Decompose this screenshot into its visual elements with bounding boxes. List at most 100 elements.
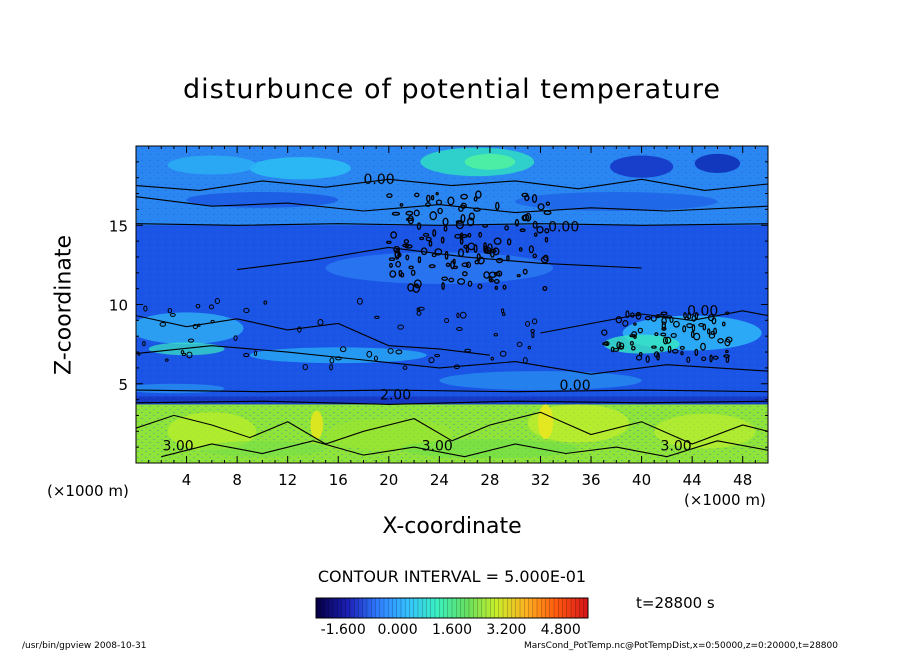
convective-cell xyxy=(532,253,538,259)
colorbar-segment xyxy=(575,598,580,618)
convective-cell xyxy=(394,250,400,260)
contour-interval-label: CONTOUR INTERVAL = 5.000E-01 xyxy=(317,567,587,586)
colorbar-segment xyxy=(545,598,551,618)
convective-cell xyxy=(544,228,550,234)
convective-cell xyxy=(713,327,717,335)
colorbar-segment xyxy=(447,598,453,618)
convective-cell xyxy=(440,236,445,244)
convective-cell xyxy=(544,236,549,243)
convective-cell xyxy=(192,323,198,330)
contour-label: 2.00 xyxy=(380,388,411,404)
convective-cell xyxy=(459,204,466,209)
field-blob xyxy=(610,155,674,178)
y-tick-label: 15 xyxy=(109,217,128,235)
convective-cell xyxy=(492,247,500,256)
colorbar-segment xyxy=(371,598,376,618)
convective-cell xyxy=(445,262,451,267)
colorbar-segment xyxy=(405,598,410,618)
convective-cell xyxy=(373,355,378,361)
colorbar-segment xyxy=(494,598,500,618)
convective-cell xyxy=(635,312,641,317)
convective-cell xyxy=(527,345,532,350)
convective-cell xyxy=(683,312,687,319)
convective-cell xyxy=(659,346,664,352)
convective-cell xyxy=(195,303,201,309)
colorbar-segment xyxy=(562,598,568,618)
convective-cell xyxy=(502,284,507,290)
convective-cell xyxy=(143,305,148,312)
convective-cell xyxy=(459,232,464,241)
convective-cell xyxy=(425,202,431,207)
contour-label: 0.00 xyxy=(548,220,579,236)
convective-cell xyxy=(625,310,630,319)
convective-cell xyxy=(456,326,463,331)
convective-cell xyxy=(637,327,643,334)
convective-cell xyxy=(493,333,499,337)
colorbar xyxy=(315,597,589,619)
colorbar-segment xyxy=(524,598,529,618)
field-blob xyxy=(136,312,244,345)
convective-cell xyxy=(450,260,456,270)
convective-cell xyxy=(416,307,420,312)
convective-cell xyxy=(187,338,195,343)
colorbar-segment xyxy=(345,598,351,618)
convective-cell xyxy=(458,248,465,258)
convective-cell xyxy=(630,312,635,318)
x-tick-label: 4 xyxy=(182,471,192,489)
convective-cell xyxy=(374,315,380,320)
field-blob xyxy=(199,440,326,457)
convective-cell xyxy=(459,311,467,319)
convective-cell xyxy=(629,340,634,346)
colorbar-segment xyxy=(554,598,559,618)
colorbar-segment xyxy=(537,598,542,618)
convective-cell xyxy=(495,201,500,211)
convective-cell xyxy=(516,341,523,348)
convective-cell xyxy=(389,262,393,268)
colorbar-segment xyxy=(409,598,415,618)
colorbar-segment xyxy=(422,598,427,618)
convective-cell xyxy=(680,351,684,356)
colorbar-segment xyxy=(362,598,368,618)
convective-cell xyxy=(197,323,201,327)
convective-cell xyxy=(490,356,495,361)
convective-cell xyxy=(635,354,643,361)
colorbar-segment xyxy=(503,598,508,618)
convective-cell xyxy=(387,348,394,354)
convective-cell xyxy=(142,341,146,347)
convective-cell xyxy=(461,262,469,268)
field-blob xyxy=(249,157,351,180)
convective-cell xyxy=(707,314,715,322)
convective-cell xyxy=(429,211,438,221)
convective-cell xyxy=(673,320,680,328)
contour-line xyxy=(136,178,768,191)
convective-cell xyxy=(399,203,404,207)
colorbar-segment xyxy=(511,598,517,618)
colorbar-segment xyxy=(490,598,495,618)
convective-cell xyxy=(682,325,687,333)
colorbar-segment xyxy=(324,598,330,618)
convective-cell xyxy=(525,320,530,327)
convective-cell xyxy=(667,345,672,354)
convective-cell xyxy=(506,255,510,262)
convective-cell xyxy=(478,231,483,238)
colorbar-segment xyxy=(515,598,521,618)
colorbar-segment xyxy=(498,598,504,618)
colorbar-segment xyxy=(532,598,538,618)
convective-cell xyxy=(477,256,485,265)
convective-cell xyxy=(483,242,487,252)
convective-cell xyxy=(537,203,545,211)
contour-label: 0.00 xyxy=(559,378,590,394)
convective-cell xyxy=(499,350,507,357)
convective-cell xyxy=(456,312,460,319)
convective-cell xyxy=(644,315,652,321)
convective-cell xyxy=(461,271,468,277)
convective-cell xyxy=(604,341,610,347)
convective-cell xyxy=(495,257,504,264)
convective-cell xyxy=(501,312,506,317)
convective-cell xyxy=(661,317,667,325)
convective-cell xyxy=(243,307,250,314)
convective-cell xyxy=(482,223,489,228)
colorbar-segment xyxy=(558,598,563,618)
convective-cell xyxy=(414,192,420,198)
convective-cell xyxy=(650,315,657,322)
